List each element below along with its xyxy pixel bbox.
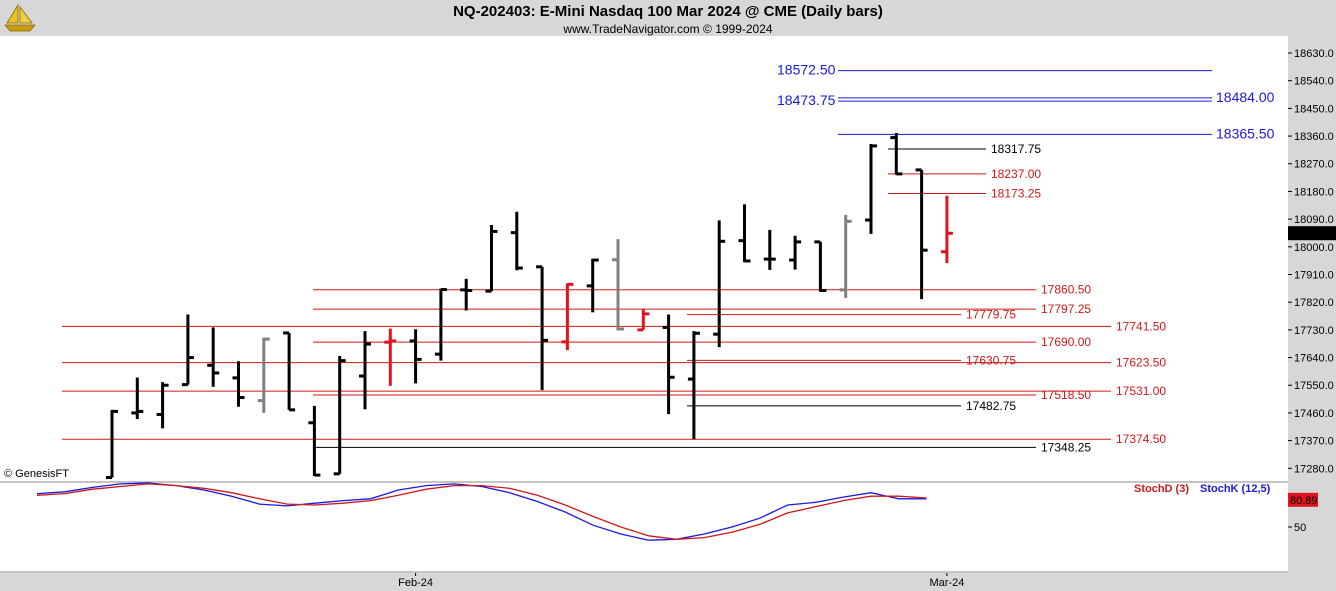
ohlc-bar-27 [789, 235, 802, 270]
ohlc-bar-8 [308, 405, 321, 477]
ohlc-bar-30 [865, 144, 877, 234]
ohlc-bar-18 [561, 282, 574, 351]
price-tick-label-14: 17370.0 [1294, 436, 1334, 448]
ohlc-bar-17 [536, 265, 549, 391]
sailboat-logo-icon [4, 3, 36, 32]
price-tick-label-3: 18360.0 [1294, 131, 1334, 143]
ohlc-bar-29 [839, 214, 852, 298]
osc-last-badge [1288, 492, 1318, 507]
ohlc-bar-14 [460, 278, 473, 311]
level-label-17348.25: 17348.25 [1041, 440, 1091, 454]
price-tick-label-0: 18630.0 [1294, 48, 1334, 60]
price-tick-label-9: 17820.0 [1294, 297, 1334, 309]
time-tick-label-1: Mar-24 [929, 577, 964, 589]
level-label-17482.75: 17482.75 [966, 399, 1016, 413]
ohlc-bar-23 [687, 331, 700, 440]
ohlc-bar-4 [207, 327, 220, 387]
ohlc-bar-12 [409, 329, 422, 384]
ohlc-bar-15 [485, 224, 498, 293]
ohlc-bar-3 [181, 314, 194, 387]
level-label-17741.50: 17741.50 [1116, 319, 1166, 333]
ohlc-bar-33 [940, 195, 953, 264]
price-tick-label-5: 18180.0 [1294, 186, 1334, 198]
level-label-18173.25: 18173.25 [991, 187, 1041, 201]
ohlc-bar-5 [232, 361, 245, 407]
osc-last-label: 80.89 [1290, 495, 1318, 507]
ohlc-bar-20 [612, 239, 624, 331]
level-label-17779.75: 17779.75 [966, 308, 1016, 322]
ohlc-bar-0 [106, 409, 118, 480]
level-label-18365.50: 18365.50 [1216, 125, 1275, 141]
plot-area[interactable]: 18572.50 18484.00 18473.75 18365.50 18317.75… [0, 36, 1288, 573]
price-tick-label-15: 17280.0 [1294, 463, 1334, 475]
level-label-18237.00: 18237.00 [991, 167, 1041, 181]
ohlc-bar-26 [763, 229, 776, 270]
level-label-18317.75: 18317.75 [991, 142, 1041, 156]
legend-stochd: StochD (3) [1134, 483, 1189, 495]
level-label-18484.00: 18484.00 [1216, 89, 1275, 105]
level-label-17531.00: 17531.00 [1116, 384, 1166, 398]
price-tick-label-13: 17460.0 [1294, 408, 1334, 420]
price-tick-label-10: 17730.0 [1294, 325, 1334, 337]
last-price-label: 18044.25 [1290, 228, 1336, 240]
level-label-18572.50: 18572.50 [777, 62, 836, 78]
ohlc-bar-28 [814, 240, 827, 292]
level-label-17518.50: 17518.50 [1041, 388, 1091, 402]
price-tick-label-1: 18540.0 [1294, 76, 1334, 88]
osc-tick-label-0: 50 [1294, 522, 1306, 534]
ohlc-bar-19 [586, 258, 599, 313]
price-axis[interactable]: 18630.0 18540.0 18450.0 18360.0 18270.0 18180… [1288, 36, 1336, 573]
ohlc-bar-6 [257, 337, 270, 413]
level-label-17630.75: 17630.75 [966, 353, 1016, 367]
chart-header: NQ-202403: E-Mini Nasdaq 100 Mar 2024 @ … [0, 0, 1336, 36]
price-tick-label-7: 18000.0 [1294, 242, 1334, 254]
ohlc-bar-2 [156, 382, 169, 429]
time-axis[interactable]: Feb-24 Mar-24 [0, 573, 1288, 591]
level-label-17374.50: 17374.50 [1116, 432, 1166, 446]
price-axis-ticks: 18630.0 18540.0 18450.0 18360.0 18270.0 18180… [1288, 48, 1336, 534]
chart-subtitle: www.TradeNavigator.com © 1999-2024 [563, 22, 773, 36]
legend-stochk: StochK (12,5) [1200, 483, 1271, 495]
chart-title: NQ-202403: E-Mini Nasdaq 100 Mar 2024 @ … [453, 3, 883, 20]
ohlc-bar-16 [510, 211, 523, 271]
ohlc-bar-7 [283, 331, 296, 412]
ohlc-bar-22 [662, 314, 675, 415]
ohlc-bar-1 [131, 377, 144, 420]
price-tick-label-12: 17550.0 [1294, 380, 1334, 392]
price-tick-label-6: 18090.0 [1294, 214, 1334, 226]
level-label-17623.50: 17623.50 [1116, 356, 1166, 370]
ohlc-bar-13 [434, 288, 447, 361]
ohlc-bar-24 [713, 220, 726, 348]
price-chart[interactable]: 18572.50 18484.00 18473.75 18365.50 18317.75… [0, 36, 1288, 573]
price-tick-label-2: 18450.0 [1294, 103, 1334, 115]
time-tick-label-0: Feb-24 [398, 577, 433, 589]
time-axis-ticks: Feb-24 Mar-24 [398, 573, 964, 589]
ohlc-bar-10 [359, 331, 371, 410]
level-label-18473.75: 18473.75 [777, 92, 836, 108]
price-tick-label-11: 17640.0 [1294, 353, 1334, 365]
price-tick-label-4: 18270.0 [1294, 159, 1334, 171]
level-label-17690.00: 17690.00 [1041, 335, 1091, 349]
ohlc-bar-31 [890, 132, 903, 176]
ohlc-bar-9 [333, 356, 346, 476]
price-tick-label-8: 17910.0 [1294, 269, 1334, 281]
stoch-line-1 [36, 483, 927, 540]
ohlc-bar-21 [637, 308, 650, 332]
watermark: © GenesisFT [4, 468, 69, 480]
ohlc-bar-25 [738, 204, 751, 263]
ohlc-bar-11 [384, 328, 397, 386]
level-label-17860.50: 17860.50 [1041, 283, 1091, 297]
ohlc-bar-32 [915, 168, 928, 300]
level-label-17797.25: 17797.25 [1041, 302, 1091, 316]
last-price-badge [1288, 226, 1336, 241]
